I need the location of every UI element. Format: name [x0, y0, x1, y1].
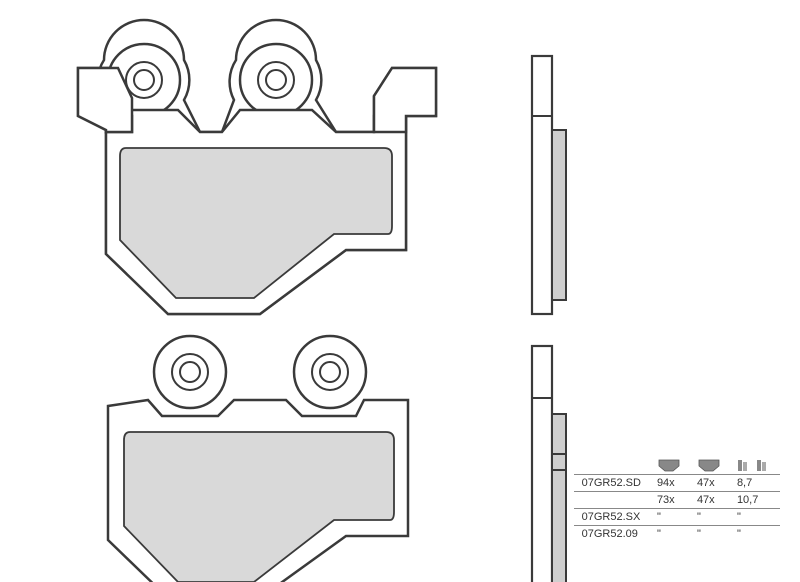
legend-dim-3-2: ": [689, 526, 729, 543]
top-pad-front: [78, 20, 436, 314]
legend-code-2: 07GR52.SX: [574, 509, 649, 526]
bottom-pad-front: [108, 336, 408, 582]
legend-icon-2: [697, 458, 721, 472]
legend-dim-2-3: ": [729, 509, 780, 526]
legend-icons-row: [574, 456, 780, 475]
legend-code-1: 07GR52.SD: [574, 475, 649, 492]
bottom-side-friction: [552, 414, 566, 582]
legend-icon-1: [657, 458, 681, 472]
bottom-hole-2-outer: [294, 336, 366, 408]
legend-dim-1-2: 47x: [689, 475, 729, 492]
top-friction-pad: [120, 148, 392, 298]
legend-icon-4: [756, 458, 772, 472]
top-hole-2-outer: [240, 44, 312, 116]
legend-dim-3-1: ": [649, 526, 689, 543]
top-side-backplate: [532, 56, 552, 314]
legend-dim-2-2: ": [689, 509, 729, 526]
top-side-friction: [552, 130, 566, 300]
legend-dim-1-1: 94x: [649, 475, 689, 492]
legend-code-3: 07GR52.09: [574, 526, 649, 543]
bottom-friction-pad: [124, 432, 394, 582]
legend-icon-3: [737, 458, 753, 472]
legend-dim-1b-3: 10,7: [729, 492, 780, 509]
legend-row-1: 07GR52.SD 94x 47x 8,7: [574, 475, 780, 492]
legend-dim-2-1: ": [649, 509, 689, 526]
bottom-hole-1-outer: [154, 336, 226, 408]
legend-row-3: 07GR52.09 " " ": [574, 526, 780, 543]
legend-row-2: 07GR52.SX " " ": [574, 509, 780, 526]
legend-table: 07GR52.SD 94x 47x 8,7 73x 47x 10,7 07GR5…: [574, 456, 780, 542]
top-right-ear: [374, 68, 436, 132]
legend-dim-1-3: 8,7: [729, 475, 780, 492]
top-pad-side: [532, 56, 566, 314]
bottom-pad-side: [532, 346, 566, 582]
legend-dim-3-3: ": [729, 526, 780, 543]
legend-dim-1b-2: 47x: [689, 492, 729, 509]
legend-dim-1b-1: 73x: [649, 492, 689, 509]
legend-row-1b: 73x 47x 10,7: [574, 492, 780, 509]
bottom-side-backplate: [532, 346, 552, 582]
